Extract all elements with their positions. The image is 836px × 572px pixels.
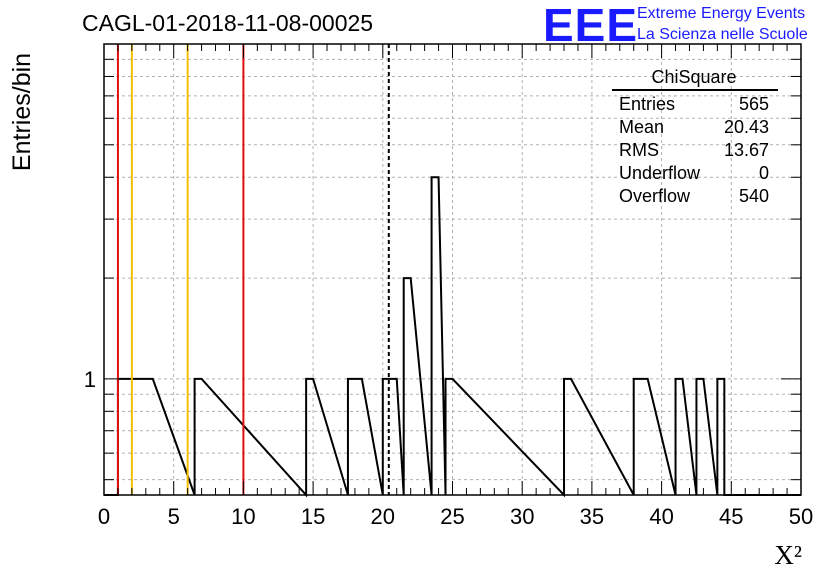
stats-row-label: Overflow — [619, 186, 691, 206]
histogram-bin — [146, 379, 153, 495]
histogram-bin — [390, 379, 397, 495]
x-tick-label: 30 — [510, 504, 534, 529]
y-axis-label: Entries/bin — [8, 53, 36, 171]
y-tick-label: 1 — [84, 367, 96, 392]
histogram-bin — [125, 379, 132, 495]
histogram-bin — [118, 379, 125, 495]
stats-row-label: Underflow — [619, 163, 701, 183]
histogram-bin — [717, 379, 724, 495]
x-tick-label: 15 — [301, 504, 325, 529]
stats-row-label: Mean — [619, 117, 664, 137]
logo-line-1: Extreme Energy Events — [637, 5, 806, 22]
histogram-bin — [641, 379, 648, 495]
histogram-bin — [696, 379, 703, 495]
x-tick-label: 40 — [649, 504, 673, 529]
histogram-bin — [355, 379, 362, 495]
histogram-bin — [676, 379, 683, 495]
x-tick-label: 25 — [440, 504, 464, 529]
stats-row-value: 20.43 — [724, 117, 769, 137]
histogram-bin — [564, 379, 571, 495]
x-tick-label: 35 — [580, 504, 604, 529]
stats-row-value: 540 — [739, 186, 769, 206]
logo-line-2: La Scienza nelle Scuole — [637, 26, 808, 43]
chart-title: CAGL-01-2018-11-08-00025 — [82, 10, 374, 36]
x-tick-label: 0 — [98, 504, 110, 529]
histogram-bin — [139, 379, 146, 495]
stats-row-value: 13.67 — [724, 140, 769, 160]
histogram-bin — [446, 379, 453, 495]
histogram-bin — [195, 379, 202, 495]
histogram-bin — [432, 177, 439, 495]
histogram-bin — [634, 379, 641, 495]
x-tick-label: 20 — [371, 504, 395, 529]
stats-row-value: 0 — [759, 163, 769, 183]
histogram-bin — [306, 379, 313, 495]
x-tick-label: 50 — [789, 504, 813, 529]
stats-row-value: 565 — [739, 94, 769, 114]
histogram-bin — [404, 278, 411, 495]
x-tick-label: 5 — [168, 504, 180, 529]
eee-logo-icon: EEE — [543, 0, 639, 51]
x-tick-label: 45 — [719, 504, 743, 529]
x-tick-label: 10 — [231, 504, 255, 529]
stats-row-label: Entries — [619, 94, 675, 114]
stats-row-label: RMS — [619, 140, 659, 160]
histogram-bin — [348, 379, 355, 495]
stats-box-name: ChiSquare — [651, 67, 736, 87]
histogram-bin — [132, 379, 139, 495]
x-axis-label: X² — [774, 540, 802, 570]
